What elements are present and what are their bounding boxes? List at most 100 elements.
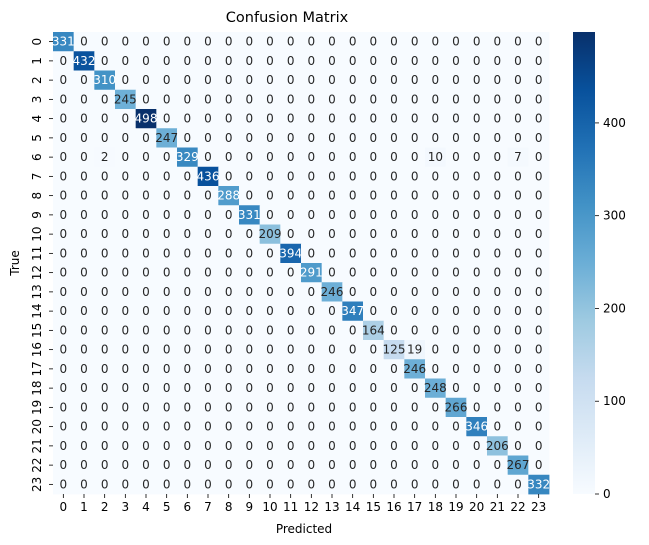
- heatmap-cell: [218, 282, 240, 302]
- heatmap-cell: [466, 282, 488, 302]
- cell-value-label: 0: [349, 92, 357, 106]
- x-tick-label: 16: [386, 500, 401, 514]
- heatmap-cell: [301, 263, 323, 283]
- cell-value-label: 0: [308, 477, 316, 491]
- cell-value-label: 0: [287, 381, 295, 395]
- heatmap-cell: [466, 128, 488, 148]
- cell-value-label: 0: [60, 208, 68, 222]
- colorbar-tick-label: 200: [603, 301, 626, 315]
- cell-value-label: 0: [514, 112, 522, 126]
- heatmap-cell: [487, 417, 509, 437]
- cell-value-label: 0: [370, 304, 378, 318]
- heatmap-cell: [466, 147, 488, 168]
- cell-value-label: 0: [514, 439, 522, 453]
- heatmap-cell: [239, 205, 261, 225]
- x-tick-label: 8: [225, 500, 233, 514]
- cell-annotations: 331 0 0 0 0 0 0 0 0 0 0 0 0 0 0 0 0 0 0 0 0 0 0 00 432 0 0 0 0 0 0 0 0 0 0…: [52, 35, 550, 492]
- cell-value-label: 0: [473, 169, 481, 183]
- heatmap-cell: [239, 320, 261, 341]
- heatmap-cell: [135, 224, 157, 245]
- heatmap-cell: [301, 109, 323, 129]
- heatmap-cell: [280, 89, 302, 110]
- colorbar-tick-label: 100: [603, 394, 626, 408]
- cell-value-label: 0: [349, 400, 357, 414]
- cell-value-label: 0: [122, 439, 130, 453]
- heatmap-cell: [280, 109, 302, 129]
- cell-value-label: 10: [428, 150, 443, 164]
- heatmap-cell: [94, 436, 116, 456]
- cell-value-label: 0: [60, 73, 68, 87]
- cell-value-label: 0: [122, 400, 130, 414]
- heatmap-cell: [218, 359, 240, 379]
- cell-value-label: 0: [142, 54, 150, 68]
- cell-value-label: 248: [424, 381, 447, 395]
- heatmap-cell: [239, 455, 261, 476]
- cell-value-label: 0: [494, 54, 502, 68]
- cell-value-label: 0: [287, 266, 295, 280]
- cell-value-label: 0: [308, 208, 316, 222]
- cell-value-label: 0: [473, 227, 481, 241]
- heatmap-cell: [94, 147, 116, 168]
- cell-value-label: 0: [473, 150, 481, 164]
- cell-value-label: 0: [514, 323, 522, 337]
- cell-value-label: 0: [184, 439, 192, 453]
- heatmap-cell: [383, 340, 405, 360]
- y-tick-label: 17: [30, 361, 44, 376]
- cell-value-label: 0: [452, 439, 460, 453]
- cell-value-label: 346: [465, 420, 488, 434]
- heatmap-cell: [239, 186, 261, 206]
- cell-value-label: 0: [184, 189, 192, 203]
- heatmap-cell: [466, 89, 488, 110]
- heatmap-cell: [466, 224, 488, 245]
- heatmap-cell: [466, 186, 488, 206]
- cell-value-label: 0: [411, 246, 419, 260]
- heatmap-cell: [177, 474, 199, 495]
- heatmap-cell: [321, 186, 343, 206]
- heatmap-cell: [239, 109, 261, 129]
- cell-value-label: 0: [184, 131, 192, 145]
- heatmap-cell: [156, 455, 178, 476]
- cell-value-label: 0: [432, 285, 440, 299]
- cell-value-label: 0: [142, 285, 150, 299]
- heatmap-cell: [218, 70, 240, 91]
- cell-value-label: 0: [514, 400, 522, 414]
- cell-value-label: 0: [80, 362, 88, 376]
- heatmap-cell: [321, 243, 343, 264]
- cell-value-label: 0: [163, 150, 171, 164]
- cell-value-label: 0: [204, 285, 212, 299]
- heatmap-cell: [239, 70, 261, 91]
- heatmap-cell: [321, 147, 343, 168]
- heatmap-cell: [363, 109, 385, 129]
- heatmap-cell: [507, 263, 529, 283]
- heatmap-cell: [507, 205, 529, 225]
- cell-value-label: 19: [407, 343, 422, 357]
- heatmap-cell: [321, 109, 343, 129]
- cell-value-label: 0: [514, 420, 522, 434]
- heatmap-cell: [218, 263, 240, 283]
- cell-value-label: 0: [349, 227, 357, 241]
- heatmap-cell: [383, 243, 405, 264]
- cell-value-label: 0: [287, 54, 295, 68]
- cell-value-label: 0: [204, 323, 212, 337]
- heatmap-cell: [259, 436, 281, 456]
- cell-value-label: 329: [176, 150, 199, 164]
- heatmap-cell: [259, 263, 281, 283]
- cell-value-label: 0: [432, 323, 440, 337]
- cell-value-label: 0: [80, 246, 88, 260]
- cell-value-label: 0: [349, 208, 357, 222]
- heatmap-cell: [383, 378, 405, 399]
- heatmap-cell: [383, 417, 405, 437]
- heatmap-cell: [363, 417, 385, 437]
- heatmap-cell: [321, 340, 343, 360]
- heatmap-cell: [135, 205, 157, 225]
- cell-value-label: 0: [266, 381, 274, 395]
- heatmap-cell: [301, 282, 323, 302]
- cell-value-label: 0: [287, 477, 295, 491]
- colorbar-tick-label: 300: [603, 209, 626, 223]
- heatmap-cell: [487, 224, 509, 245]
- cell-value-label: 0: [122, 458, 130, 472]
- heatmap-cell: [383, 455, 405, 476]
- heatmap-cell: [425, 186, 447, 206]
- cell-value-label: 0: [514, 362, 522, 376]
- cell-value-label: 0: [535, 54, 543, 68]
